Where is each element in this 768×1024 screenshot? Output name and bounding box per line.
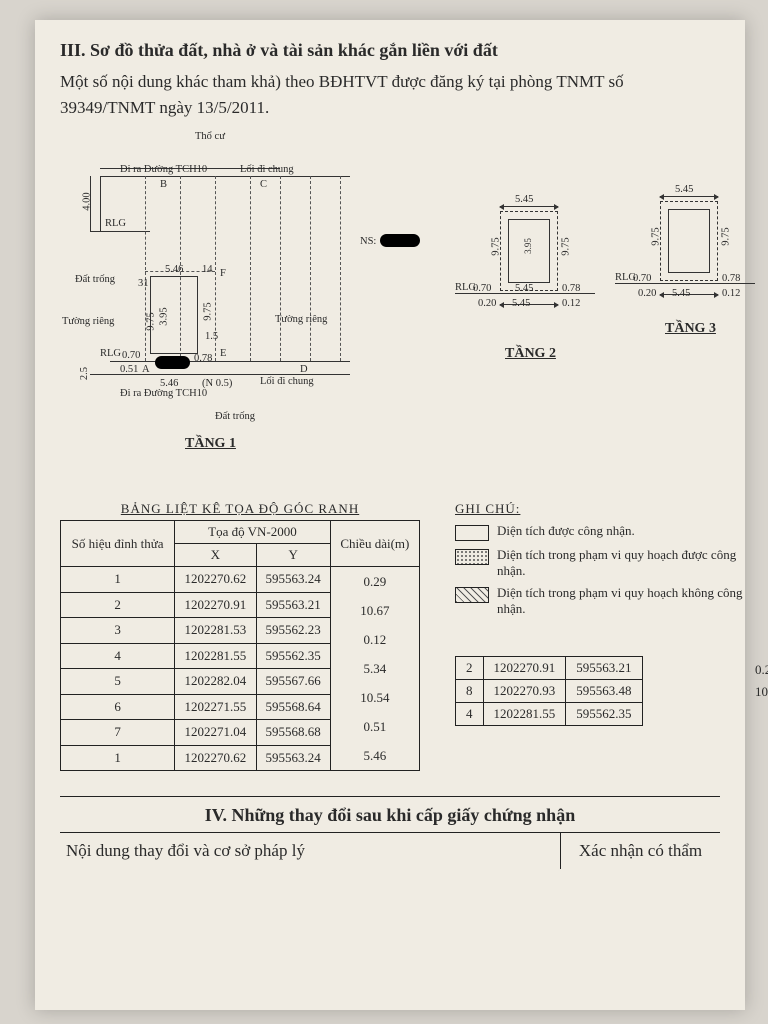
dim-020-t3: 0.20: [638, 288, 656, 299]
label-dattrong1: Đất trống: [75, 274, 115, 285]
label-loi2: Lối đi chung: [260, 376, 314, 387]
dim-078-t3: 0.78: [722, 273, 740, 284]
section4-title: IV. Những thay đổi sau khi cấp giấy chứn…: [60, 796, 720, 826]
floor2-label: TẦNG 2: [505, 346, 556, 362]
label-road1: Đi ra Đường TCH10: [120, 164, 207, 175]
section3-para: Một số nội dung khác tham khả) theo BĐHT…: [60, 69, 720, 120]
dim-975a: 9.75: [203, 302, 214, 320]
dim-020-t2: 0.20: [478, 298, 496, 309]
table-row: 81202270.93595563.48: [456, 680, 643, 703]
redact-ns: [380, 234, 420, 247]
pt-b: B: [160, 179, 167, 190]
dim-546a: 5.46: [165, 264, 183, 275]
table-row: 41202281.55595562.35: [456, 703, 643, 726]
dim-545-t2t: 5.45: [515, 194, 533, 205]
coord-table2: 21202270.91595563.2181202270.93595563.48…: [455, 656, 643, 726]
pt-f: F: [220, 268, 226, 279]
dim-975-t3b: 9.75: [721, 227, 732, 245]
th-id: Số hiệu đỉnh thửa: [61, 521, 175, 567]
pt-e: E: [220, 348, 226, 359]
dim-395-t2: 3.95: [523, 238, 533, 254]
dim-975-t3: 9.75: [651, 227, 662, 245]
dim-31: 31: [138, 278, 149, 289]
label-tuongrieng2: Tường riêng: [275, 314, 327, 325]
floor3-label: TẦNG 3: [665, 321, 716, 337]
dim-012-t3: 0.12: [722, 288, 740, 299]
th-len: Chiều dài(m): [330, 521, 419, 567]
th-y: Y: [256, 544, 330, 567]
th-x: X: [175, 544, 256, 567]
label-rlg2: RLG: [100, 348, 121, 359]
dim-545b-t2: 5.45: [512, 298, 530, 309]
section4: IV. Những thay đổi sau khi cấp giấy chứn…: [60, 771, 720, 869]
dim-975b: 9.75: [146, 312, 157, 330]
diagram-area: Thổ cư Đi ra Đường TCH10 Lối đi chung B …: [60, 126, 720, 476]
dim-051: 0.51: [120, 364, 138, 375]
floor2-plot: 5.45 9.75 9.75 3.95 RLG 0.70 5.45 0.78 0…: [460, 211, 600, 331]
dim-070-t2: 0.70: [473, 283, 491, 294]
label-rlg1: RLG: [105, 218, 126, 229]
label-road2: Đi ra Đường TCH10: [120, 388, 207, 399]
floor1-plot: Thổ cư Đi ra Đường TCH10 Lối đi chung B …: [80, 156, 370, 406]
redact1: [155, 356, 190, 369]
dim-078-t2: 0.78: [562, 283, 580, 294]
dim-070-t3: 0.70: [633, 273, 651, 284]
table-row: 11202270.62595563.240.2910.670.125.3410.…: [61, 567, 420, 593]
legend-title: GHI CHÚ:: [455, 501, 745, 517]
dim-975-t2: 9.75: [491, 237, 502, 255]
legend: GHI CHÚ: Diện tích được công nhận. Diện t…: [455, 501, 745, 623]
dim-14: 14: [202, 264, 213, 275]
dim-545-t2: 5.45: [515, 283, 533, 294]
tables-area: BẢNG LIỆT KÊ TỌA ĐỘ GÓC RANH Số hiệu đỉn…: [60, 501, 720, 517]
label-ns: NS:: [360, 236, 376, 247]
pt-a: A: [142, 364, 150, 375]
sec4-left: Nội dung thay đổi và cơ sở pháp lý: [60, 833, 560, 869]
section3-title: III. Sơ đồ thửa đất, nhà ở và tài sản kh…: [60, 40, 720, 61]
dim-545-t3t: 5.45: [675, 184, 693, 195]
legend-row: Diện tích trong phạm vi quy hoạch không …: [455, 585, 745, 617]
th-sys: Tọa độ VN-2000: [175, 521, 331, 544]
legend-row: Diện tích trong phạm vi quy hoạch được c…: [455, 547, 745, 579]
dim-975-t2b: 9.75: [561, 237, 572, 255]
coord-table-title: BẢNG LIỆT KÊ TỌA ĐỘ GÓC RANH: [60, 501, 420, 517]
dim-070a: 0.70: [122, 350, 140, 361]
floor3-plot: 5.45 9.75 9.75 RLG 0.70 0.78 0.20 5.45 0…: [620, 201, 760, 321]
label-tho-cu: Thổ cư: [195, 131, 225, 142]
floor1-label: TẦNG 1: [185, 436, 236, 452]
dim-395: 3.95: [159, 307, 170, 325]
legend-row: Diện tích được công nhận.: [455, 523, 745, 541]
dim-15: 1.5: [205, 331, 218, 342]
label-loi1: Lối đi chung: [240, 164, 294, 175]
table-row: 21202270.91595563.21: [456, 657, 643, 680]
label-tuongrieng1: Tường riêng: [62, 316, 114, 327]
dim-545b-t3: 5.45: [672, 288, 690, 299]
dim-25: 2.5: [79, 367, 90, 380]
sec4-right: Xác nhận có thẩm: [560, 833, 720, 869]
dim-400: 4.00: [82, 192, 93, 210]
dim-078a: 0.78: [194, 353, 212, 364]
pt-d: D: [300, 364, 308, 375]
label-dattrong2: Đất trống: [215, 411, 255, 422]
pt-c: C: [260, 179, 267, 190]
coord-table: Số hiệu đỉnh thửa Tọa độ VN-2000 Chiều d…: [60, 520, 420, 771]
len2-col: 0.2710.67: [755, 659, 768, 703]
dim-012-t2: 0.12: [562, 298, 580, 309]
